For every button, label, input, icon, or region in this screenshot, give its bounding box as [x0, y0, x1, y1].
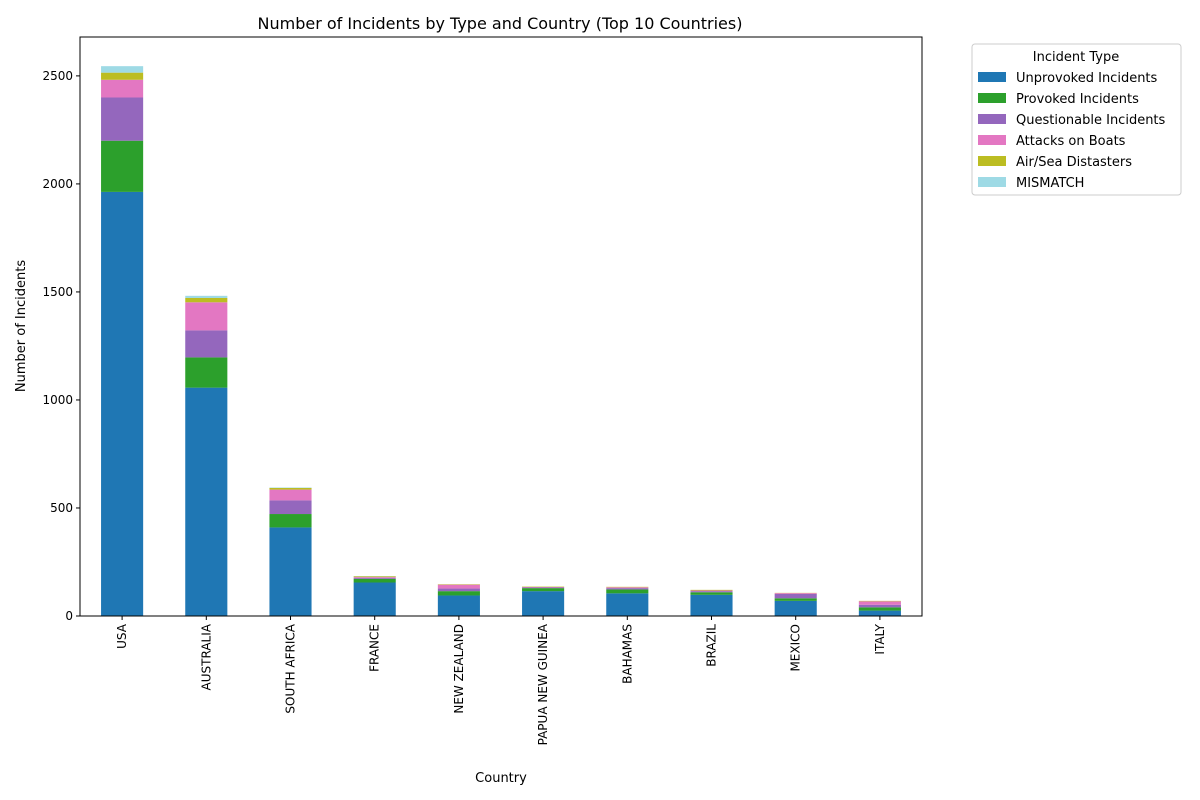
bar-segment — [774, 600, 817, 616]
bar-segment — [858, 607, 901, 611]
x-tick-label: AUSTRALIA — [199, 623, 213, 690]
x-tick-label: ITALY — [873, 623, 887, 654]
bar-segment — [774, 598, 817, 601]
bar-segment — [774, 593, 817, 594]
bar-segment — [690, 592, 733, 595]
bar-segment — [353, 577, 396, 579]
legend-title: Incident Type — [1033, 50, 1119, 65]
bar-segment — [522, 588, 565, 592]
chart-title: Number of Incidents by Type and Country … — [258, 14, 743, 33]
bar-segment — [522, 587, 565, 589]
bar-segment — [269, 514, 312, 528]
bar-segment — [353, 578, 396, 583]
plot-frame — [79, 36, 923, 617]
legend-label: Attacks on Boats — [1016, 134, 1126, 149]
bar-segment — [185, 295, 228, 298]
bar-segment — [101, 79, 144, 98]
bar-segment — [269, 489, 312, 501]
x-tick-label: USA — [115, 623, 129, 649]
x-tick-label: NEW ZEALAND — [452, 624, 466, 714]
legend-label: Air/Sea Distasters — [1016, 155, 1132, 170]
bar-segment — [269, 527, 312, 616]
bar-segment — [690, 590, 733, 592]
bar-segment — [606, 589, 649, 594]
bar-segment — [437, 584, 480, 589]
x-tick-label: SOUTH AFRICA — [284, 623, 298, 713]
legend-swatch — [978, 177, 1006, 187]
y-axis-title: Number of Incidents — [14, 260, 29, 392]
legend-label: Questionable Incidents — [1016, 113, 1166, 128]
x-tick-label: BAHAMAS — [620, 624, 634, 684]
bar-segment — [353, 577, 396, 578]
bar-segment — [858, 604, 901, 608]
bars-layer — [101, 66, 901, 616]
legend-swatch — [978, 156, 1006, 166]
bar-segment — [185, 387, 228, 616]
bar-segment — [101, 191, 144, 616]
x-tick-label: MEXICO — [789, 624, 803, 672]
x-axis: USA AUSTRALIA SOUTH AFRICA FRANCE NEW ZEALAN… — [115, 616, 887, 745]
bar-segment — [606, 587, 649, 589]
legend-label: MISMATCH — [1016, 176, 1084, 191]
bar-segment — [101, 97, 144, 141]
y-tick-label: 2500 — [42, 69, 73, 83]
y-tick-label: 1000 — [42, 393, 73, 407]
y-tick-label: 0 — [65, 609, 73, 623]
bar-segment — [185, 330, 228, 358]
bar-segment — [101, 72, 144, 80]
legend-swatch — [978, 135, 1006, 145]
bar-segment — [353, 576, 396, 578]
bar-segment — [522, 591, 565, 616]
legend: Incident Type Unprovoked Incidents Provok… — [971, 43, 1182, 196]
bar-segment — [774, 593, 817, 599]
legend-frame — [971, 43, 1182, 196]
legend-items: Unprovoked Incidents Provoked Incidents Qu… — [978, 71, 1166, 191]
bar-segment — [690, 591, 733, 593]
bar-segment — [690, 594, 733, 616]
y-tick-label: 1500 — [42, 285, 73, 299]
legend-swatch — [978, 72, 1006, 82]
bar-segment — [858, 610, 901, 616]
bar-segment — [437, 591, 480, 596]
bar-segment — [185, 302, 228, 331]
x-axis-title: Country — [475, 771, 527, 786]
bar-segment — [269, 500, 312, 515]
bar-segment — [437, 588, 480, 592]
bar-segment — [606, 588, 649, 590]
legend-swatch — [978, 93, 1006, 103]
bar-segment — [858, 601, 901, 605]
y-tick-label: 2000 — [42, 177, 73, 191]
bar-segment — [437, 595, 480, 616]
legend-label: Unprovoked Incidents — [1016, 71, 1158, 86]
bar-segment — [269, 487, 312, 490]
y-axis: 0 500 1000 1500 2000 2500 — [42, 69, 80, 623]
bar-segment — [101, 66, 144, 73]
bar-segment — [690, 589, 733, 591]
x-tick-label: BRAZIL — [705, 624, 719, 667]
bar-segment — [101, 140, 144, 192]
bar-segment — [185, 297, 228, 303]
x-tick-label: FRANCE — [368, 624, 382, 672]
x-tick-label: PAPUA NEW GUINEA — [536, 623, 550, 745]
legend-swatch — [978, 114, 1006, 124]
y-tick-label: 500 — [50, 501, 73, 515]
legend-label: Provoked Incidents — [1016, 92, 1139, 107]
bar-segment — [185, 357, 228, 388]
bar-segment — [353, 582, 396, 616]
bar-segment — [606, 593, 649, 616]
